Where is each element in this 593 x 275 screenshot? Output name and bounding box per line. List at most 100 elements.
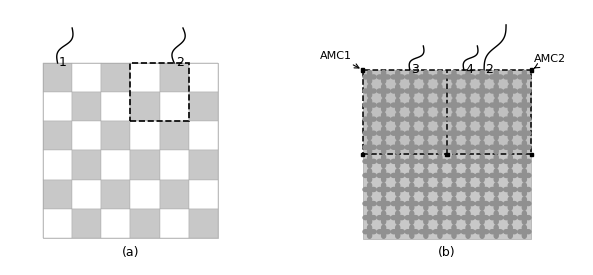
Bar (43, 92, 72, 121)
Polygon shape (518, 169, 531, 182)
Polygon shape (518, 225, 531, 238)
Polygon shape (419, 169, 432, 182)
Polygon shape (391, 84, 404, 98)
Polygon shape (433, 183, 447, 196)
Polygon shape (419, 70, 432, 84)
Polygon shape (377, 155, 390, 168)
Polygon shape (391, 126, 404, 140)
Polygon shape (377, 141, 390, 154)
Polygon shape (419, 141, 432, 154)
Polygon shape (405, 211, 419, 224)
Polygon shape (476, 211, 489, 224)
Polygon shape (476, 197, 489, 210)
Polygon shape (405, 225, 419, 238)
Polygon shape (405, 197, 419, 210)
Bar (101, 63, 130, 92)
Polygon shape (490, 225, 503, 238)
Polygon shape (377, 112, 390, 126)
Bar (130, 150, 160, 180)
Polygon shape (363, 211, 376, 224)
Polygon shape (490, 126, 503, 140)
Polygon shape (433, 98, 447, 112)
Polygon shape (461, 84, 474, 98)
Bar (43, 63, 218, 238)
Polygon shape (476, 155, 489, 168)
Polygon shape (363, 70, 376, 84)
Polygon shape (377, 98, 390, 112)
Polygon shape (448, 126, 461, 140)
Polygon shape (419, 84, 432, 98)
Bar (101, 121, 130, 150)
Polygon shape (433, 84, 447, 98)
Polygon shape (476, 98, 489, 112)
Polygon shape (448, 211, 461, 224)
Polygon shape (363, 183, 376, 196)
Polygon shape (476, 126, 489, 140)
Polygon shape (461, 98, 474, 112)
Bar (130, 63, 189, 121)
Polygon shape (419, 98, 432, 112)
Polygon shape (503, 98, 517, 112)
Polygon shape (363, 84, 376, 98)
Polygon shape (503, 169, 517, 182)
Polygon shape (518, 98, 531, 112)
Polygon shape (419, 197, 432, 210)
Polygon shape (476, 141, 489, 154)
Polygon shape (518, 84, 531, 98)
Polygon shape (391, 98, 404, 112)
Bar (130, 92, 160, 121)
Polygon shape (490, 155, 503, 168)
Bar (160, 63, 189, 92)
Polygon shape (448, 98, 461, 112)
Polygon shape (448, 155, 461, 168)
Polygon shape (363, 155, 376, 168)
Bar (72, 92, 101, 121)
Polygon shape (518, 70, 531, 84)
Polygon shape (405, 183, 419, 196)
Polygon shape (433, 70, 447, 84)
Polygon shape (405, 70, 419, 84)
Text: 2: 2 (486, 64, 493, 76)
Polygon shape (419, 211, 432, 224)
Polygon shape (419, 155, 432, 168)
Bar (160, 121, 189, 150)
Text: 2: 2 (176, 56, 183, 70)
Polygon shape (433, 126, 447, 140)
Polygon shape (391, 169, 404, 182)
Polygon shape (448, 169, 461, 182)
Bar (160, 150, 189, 180)
Bar (101, 180, 130, 209)
Polygon shape (448, 225, 461, 238)
Polygon shape (363, 112, 376, 126)
Polygon shape (476, 70, 489, 84)
Polygon shape (363, 225, 376, 238)
Bar (43, 121, 72, 150)
Polygon shape (391, 141, 404, 154)
Polygon shape (503, 155, 517, 168)
Polygon shape (503, 126, 517, 140)
Polygon shape (490, 141, 503, 154)
Bar (160, 180, 189, 209)
Polygon shape (461, 225, 474, 238)
Polygon shape (391, 183, 404, 196)
Polygon shape (490, 112, 503, 126)
Bar (530, 153, 533, 156)
Polygon shape (518, 155, 531, 168)
Polygon shape (405, 169, 419, 182)
Polygon shape (433, 155, 447, 168)
Polygon shape (461, 141, 474, 154)
Polygon shape (461, 70, 474, 84)
Polygon shape (518, 183, 531, 196)
Polygon shape (503, 84, 517, 98)
Bar (43, 180, 72, 209)
Bar (445, 153, 449, 156)
Polygon shape (433, 211, 447, 224)
Bar (72, 150, 101, 180)
Bar (72, 121, 101, 150)
Polygon shape (518, 211, 531, 224)
Text: 1: 1 (59, 56, 67, 70)
Polygon shape (461, 183, 474, 196)
Polygon shape (377, 126, 390, 140)
Polygon shape (518, 141, 531, 154)
Polygon shape (476, 169, 489, 182)
